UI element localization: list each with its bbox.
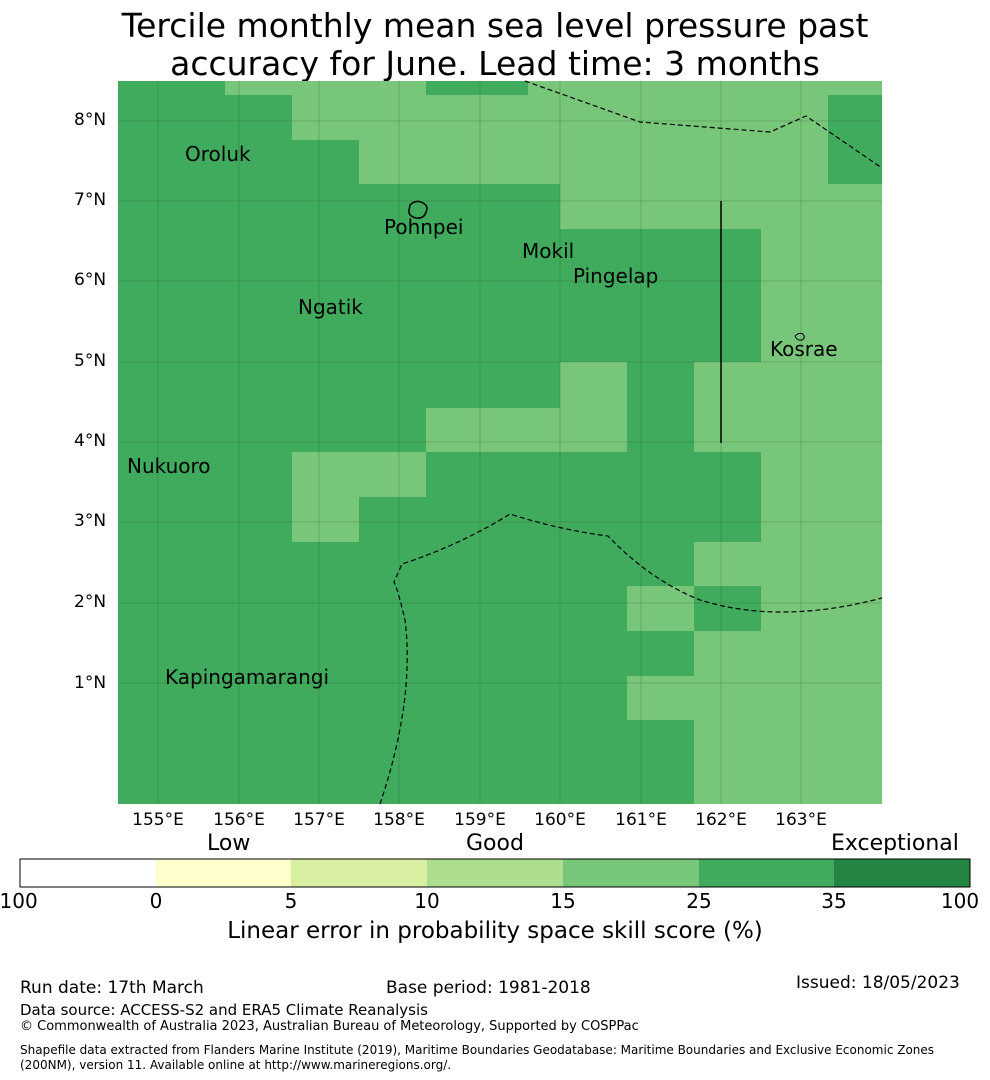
lat-tick: 8°N xyxy=(74,110,107,130)
skill-cell xyxy=(292,452,426,497)
lat-tick: 3°N xyxy=(74,511,107,531)
kosrae-island-outline xyxy=(794,332,805,341)
pohnpei-island-outline xyxy=(408,200,428,219)
colorbar-segment xyxy=(291,859,427,887)
lon-tick: 162°E xyxy=(695,810,747,830)
chart-title-line2: accuracy for June. Lead time: 3 months xyxy=(170,44,820,83)
lat-tick: 5°N xyxy=(74,351,107,371)
data-source: Data source: ACCESS-S2 and ERA5 Climate … xyxy=(20,1001,428,1019)
colorbar-segment xyxy=(20,859,156,887)
colorbar-segment xyxy=(834,859,970,887)
map-gridlines xyxy=(118,81,882,804)
skill-cell xyxy=(292,497,359,542)
place-label-pingelap: Pingelap xyxy=(573,264,659,288)
lon-tick: 156°E xyxy=(213,810,265,830)
lat-tick: 4°N xyxy=(74,431,107,451)
copyright-notice: © Commonwealth of Australia 2023, Austra… xyxy=(20,1019,639,1034)
shapefile-credit-line2: (200NM), version 11. Available online at… xyxy=(20,1058,452,1072)
eez-boundaries xyxy=(379,80,883,805)
skill-cell xyxy=(627,586,694,631)
colorbar-category-exceptional: Exceptional xyxy=(831,831,959,856)
place-label-nukuoro: Nukuoro xyxy=(127,454,211,478)
run-date: Run date: 17th March xyxy=(20,978,204,998)
chart-title-line1: Tercile monthly mean sea level pressure … xyxy=(121,6,869,45)
shapefile-credit-line1: Shapefile data extracted from Flanders M… xyxy=(20,1043,935,1057)
colorbar-tick: 5 xyxy=(284,889,298,913)
colorbar-segment xyxy=(156,859,291,887)
colorbar xyxy=(19,858,971,888)
skill-cell xyxy=(627,676,882,720)
base-period: Base period: 1981-2018 xyxy=(386,978,591,998)
skill-cell xyxy=(761,586,882,631)
skill-cell xyxy=(694,631,882,676)
lon-tick: 163°E xyxy=(775,810,827,830)
lon-tick: 160°E xyxy=(534,810,586,830)
skill-cell xyxy=(292,95,828,140)
colorbar-category-low: Low xyxy=(207,831,251,856)
lon-tick: 157°E xyxy=(293,810,345,830)
lat-tick: 2°N xyxy=(74,592,107,612)
colorbar-frame xyxy=(19,858,971,888)
colorbar-segment xyxy=(427,859,563,887)
colorbar-segment xyxy=(563,859,699,887)
skill-cell xyxy=(426,408,627,452)
colorbar-tick: 25 xyxy=(686,889,712,913)
colorbar-tick: 0 xyxy=(149,889,163,913)
skill-cell xyxy=(694,720,882,804)
skill-cell xyxy=(225,81,426,95)
colorbar-tick: 10 xyxy=(414,889,440,913)
skill-cell xyxy=(528,81,828,95)
skill-cell xyxy=(359,140,828,184)
lon-tick: 158°E xyxy=(373,810,425,830)
skill-cell xyxy=(761,452,882,542)
lon-tick: 161°E xyxy=(615,810,667,830)
lon-tick: 159°E xyxy=(454,810,506,830)
colorbar-title: Linear error in probability space skill … xyxy=(227,918,763,944)
place-label-kapingamarangi: Kapingamarangi xyxy=(165,665,330,689)
colorbar-category-good: Good xyxy=(466,831,524,856)
issued-date: Issued: 18/05/2023 xyxy=(796,973,960,993)
place-label-ngatik: Ngatik xyxy=(298,295,363,319)
colorbar-segment xyxy=(699,859,834,887)
skill-cell xyxy=(694,542,882,586)
colorbar-tick: 100 xyxy=(940,889,980,913)
skill-cell xyxy=(560,362,627,408)
colorbar-tick: 15 xyxy=(550,889,576,913)
place-label-mokil: Mokil xyxy=(522,239,575,263)
skill-cell xyxy=(761,229,882,362)
colorbar-tick: -100 xyxy=(0,889,38,913)
place-label-kosrae: Kosrae xyxy=(770,337,838,361)
eez-boundary-south xyxy=(379,513,883,805)
lat-tick: 6°N xyxy=(74,270,107,290)
lat-tick: 1°N xyxy=(74,673,107,693)
skill-cell xyxy=(828,81,882,95)
lon-tick: 155°E xyxy=(132,810,184,830)
lat-tick: 7°N xyxy=(74,190,107,210)
place-label-oroluk: Oroluk xyxy=(185,142,251,166)
place-label-pohnpei: Pohnpei xyxy=(384,215,464,239)
colorbar-tick: 35 xyxy=(821,889,847,913)
light-skill-cells xyxy=(225,81,882,804)
eez-boundary-north xyxy=(524,80,883,169)
skill-cell xyxy=(694,362,882,452)
